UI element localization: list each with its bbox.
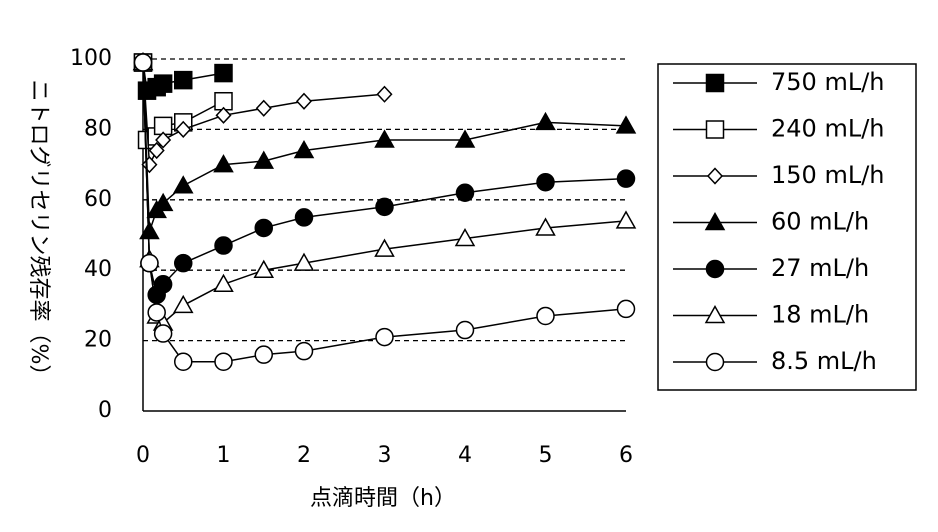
- legend-marker: [705, 73, 725, 93]
- x-tick-label: 2: [297, 443, 311, 468]
- data-point: [616, 299, 636, 319]
- legend-item: 8.5 mL/h: [673, 347, 877, 375]
- x-axis-title: 点滴時間（h）: [310, 486, 456, 511]
- data-point: [155, 131, 172, 149]
- data-point: [374, 238, 395, 257]
- data-point: [293, 139, 315, 159]
- data-point: [253, 150, 275, 169]
- data-point: [454, 227, 476, 247]
- data-point: [140, 253, 159, 273]
- data-point: [616, 169, 636, 188]
- data-point: [455, 320, 475, 340]
- legend-label: 750 mL/h: [771, 68, 884, 96]
- y-tick-label: 100: [70, 46, 112, 71]
- data-point: [454, 129, 476, 148]
- legend-marker: [704, 211, 726, 231]
- x-tick-label: 6: [619, 443, 633, 468]
- y-tick-label: 40: [84, 257, 112, 282]
- data-point: [153, 324, 173, 343]
- data-point: [254, 218, 273, 238]
- data-point: [174, 253, 193, 273]
- data-point: [174, 70, 193, 90]
- data-point: [294, 208, 314, 227]
- data-point: [294, 341, 314, 361]
- legend-marker: [704, 304, 726, 324]
- legend-item: 240 mL/h: [673, 115, 884, 143]
- legend-label: 27 mL/h: [771, 254, 869, 282]
- data-point: [615, 115, 637, 134]
- legend-item: 18 mL/h: [673, 301, 869, 329]
- legend-item: 150 mL/h: [673, 161, 884, 189]
- data-point: [174, 352, 193, 371]
- legend-box: [657, 63, 917, 391]
- data-point: [213, 154, 234, 173]
- data-point: [214, 236, 233, 255]
- data-point: [172, 294, 194, 314]
- data-point: [535, 217, 556, 236]
- data-point: [133, 53, 153, 72]
- data-point: [254, 345, 273, 364]
- x-tick-label: 5: [539, 443, 553, 468]
- data-point: [374, 129, 395, 148]
- data-point: [536, 172, 555, 192]
- data-point: [295, 92, 313, 110]
- data-point: [153, 275, 173, 294]
- data-point: [293, 252, 315, 271]
- legend-label: 8.5 mL/h: [771, 347, 877, 375]
- x-tick-label: 1: [217, 443, 231, 468]
- data-point: [175, 120, 192, 138]
- data-point: [148, 141, 165, 160]
- data-point: [213, 273, 234, 293]
- data-point: [141, 156, 158, 174]
- data-point: [253, 259, 275, 278]
- data-point: [536, 306, 555, 326]
- data-point: [215, 106, 232, 124]
- legend-label: 240 mL/h: [771, 115, 884, 143]
- data-point: [147, 303, 166, 322]
- legend: 750 mL/h 240 mL/h 150 mL/h 60 mL/h 27 mL/h 18…: [673, 68, 884, 375]
- tick-labels: 0 20 40 60 80 100 0 1 2 3 4 5 6: [70, 46, 633, 468]
- data-point: [375, 327, 394, 347]
- x-tick-label: 0: [136, 443, 150, 468]
- data-point: [375, 197, 394, 217]
- y-tick-label: 80: [84, 116, 112, 141]
- y-tick-label: 0: [98, 398, 112, 423]
- data-point: [255, 99, 272, 117]
- data-point: [152, 192, 174, 212]
- y-axis-title: ニトログリセリン残存率（%）: [26, 80, 51, 387]
- y-tick-label: 20: [84, 328, 112, 353]
- series-7: [133, 53, 636, 371]
- data-point: [214, 63, 233, 83]
- data-point: [172, 175, 194, 194]
- x-tick-label: 4: [458, 443, 472, 468]
- legend-label: 60 mL/h: [771, 208, 869, 236]
- legend-marker: [705, 259, 725, 279]
- legend-label: 18 mL/h: [771, 301, 869, 329]
- y-tick-label: 60: [84, 187, 112, 212]
- legend-item: 750 mL/h: [673, 68, 884, 96]
- series-group: [132, 51, 637, 371]
- data-point: [376, 85, 393, 103]
- legend-marker: [705, 120, 725, 139]
- data-point: [153, 74, 173, 93]
- legend-marker: [705, 352, 725, 372]
- data-point: [615, 210, 637, 229]
- legend-item: 27 mL/h: [673, 254, 869, 282]
- x-tick-label: 3: [378, 443, 392, 468]
- legend-label: 150 mL/h: [771, 161, 884, 189]
- data-point: [455, 183, 475, 203]
- data-point: [535, 111, 556, 131]
- legend-marker: [706, 167, 724, 185]
- legend-item: 60 mL/h: [673, 208, 869, 236]
- data-point: [214, 352, 233, 371]
